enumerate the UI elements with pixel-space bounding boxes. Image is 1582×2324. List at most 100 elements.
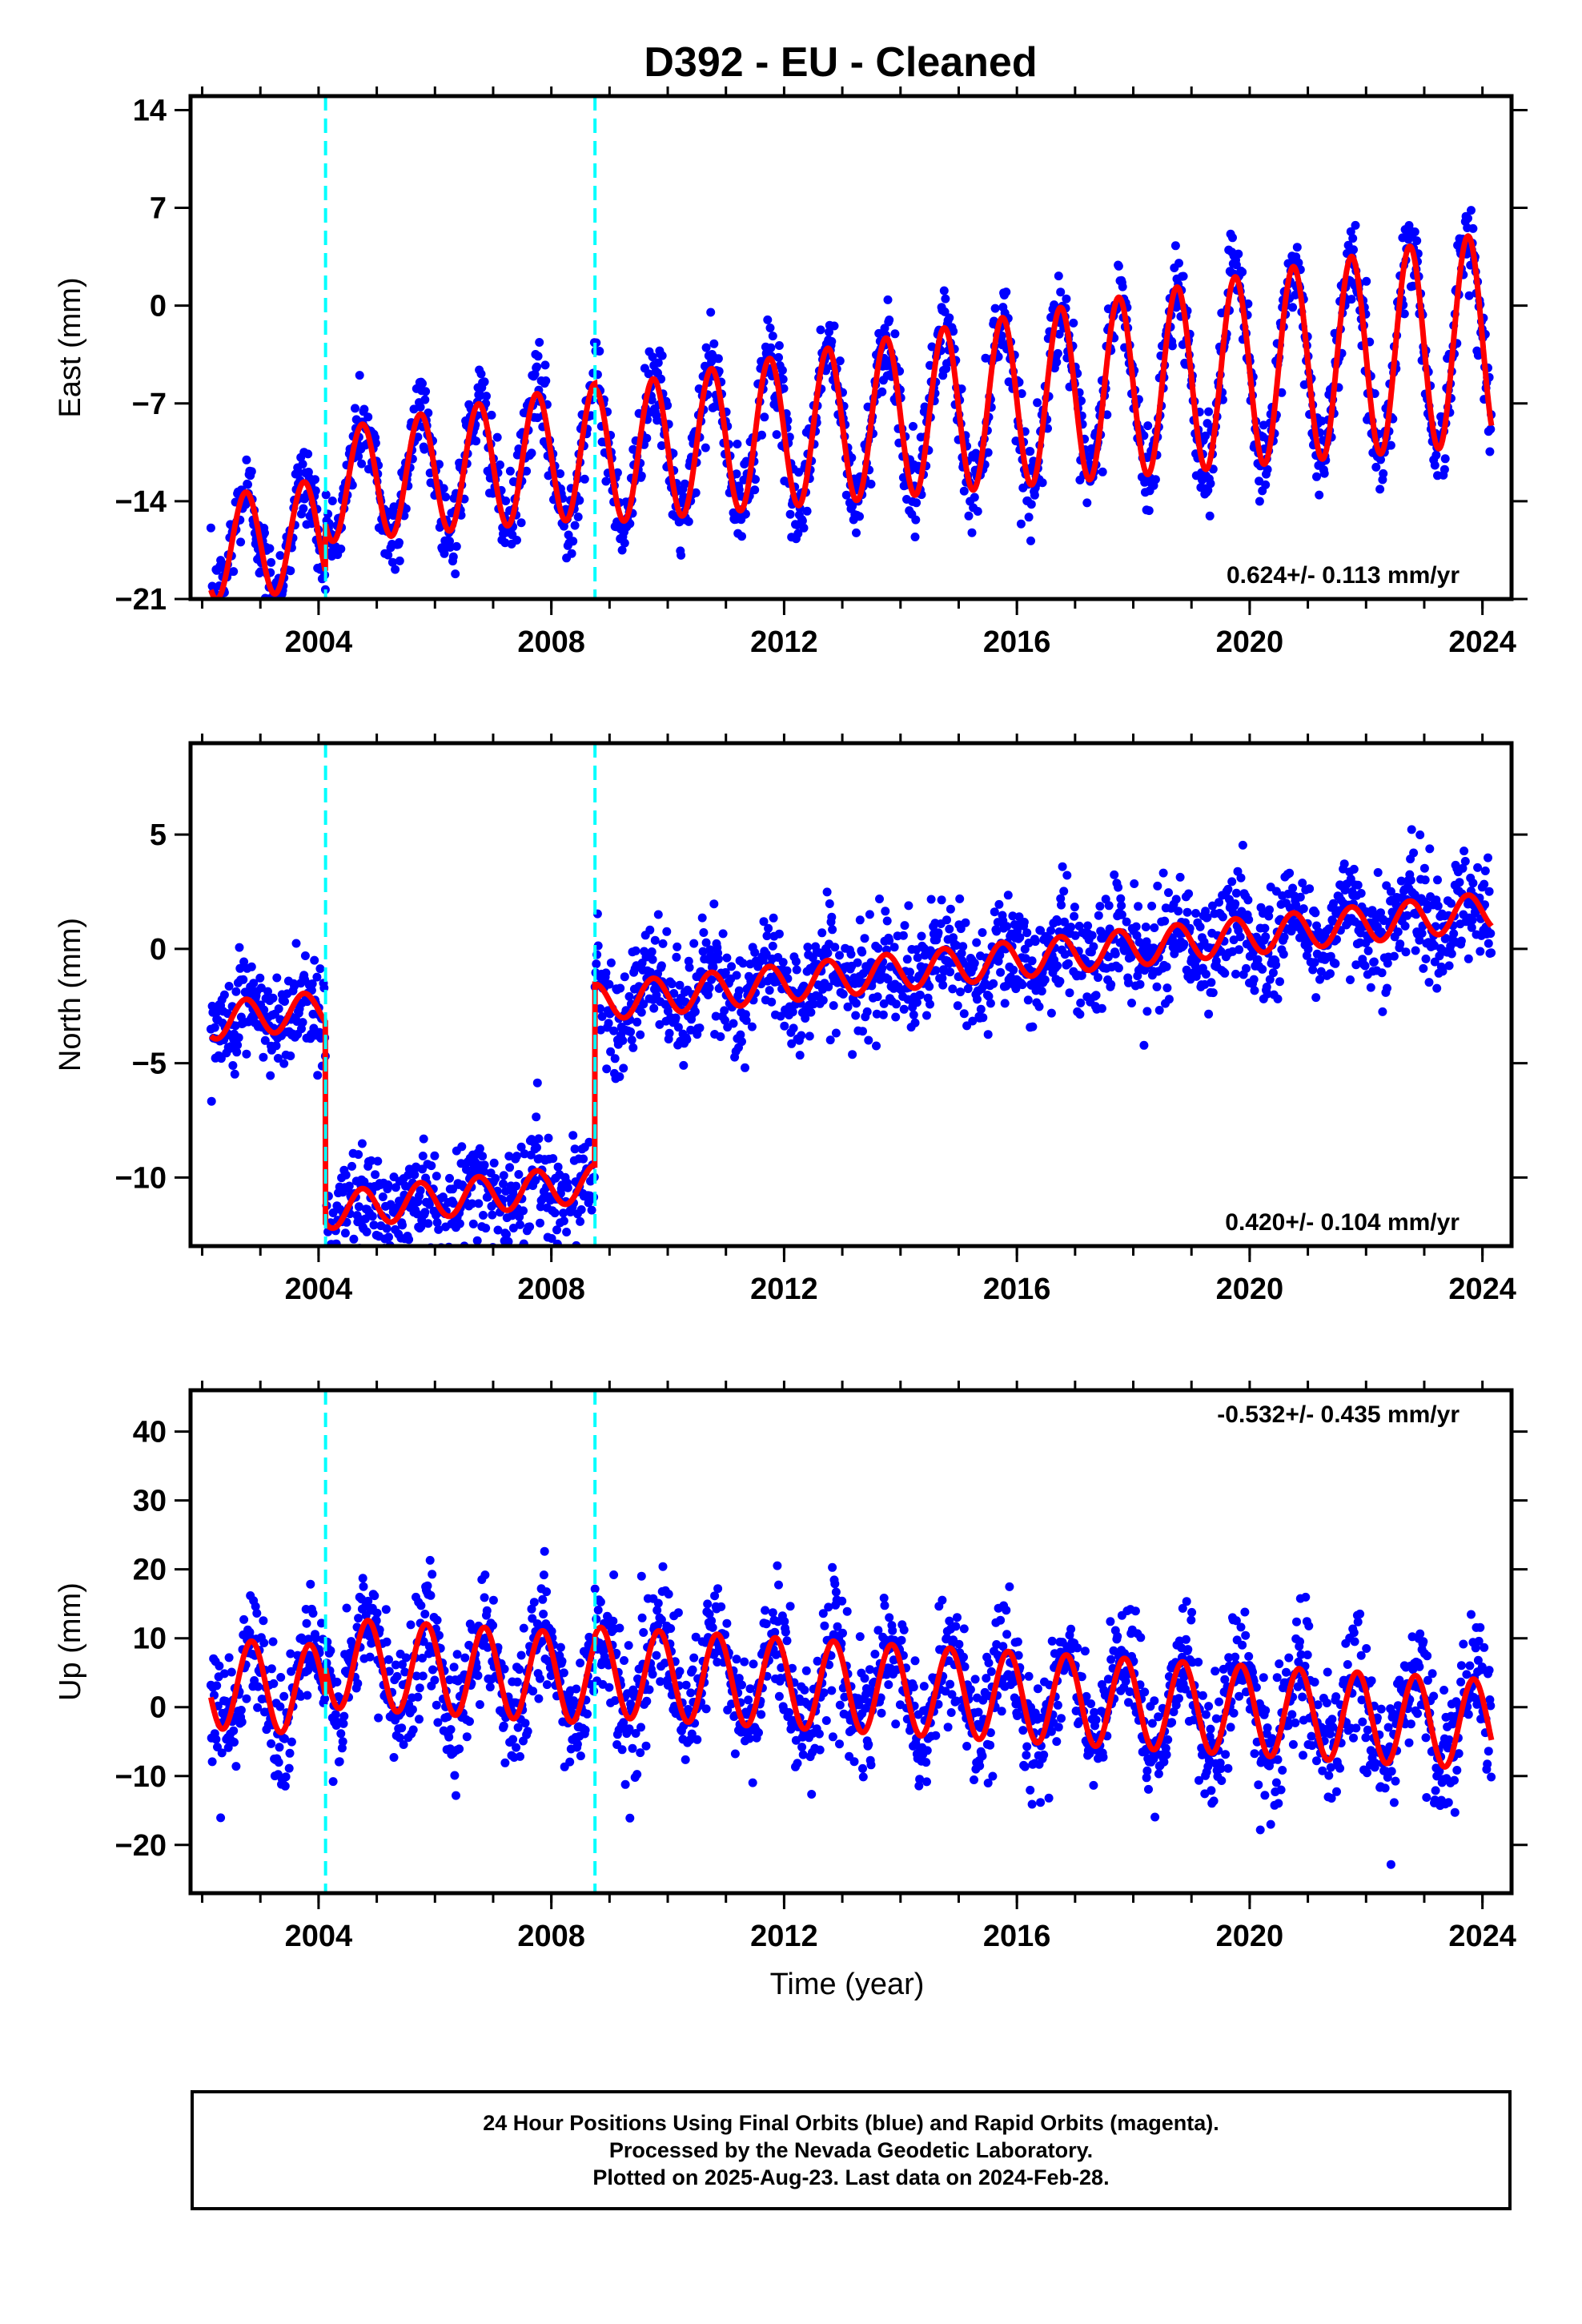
data-point <box>406 1620 416 1630</box>
data-point <box>229 1726 239 1735</box>
data-point <box>300 951 310 960</box>
data-point <box>1464 954 1473 963</box>
data-point <box>636 1030 645 1039</box>
data-point <box>233 1040 243 1050</box>
data-point <box>1019 918 1029 927</box>
data-point <box>632 1770 642 1779</box>
data-point <box>420 1610 430 1618</box>
data-point <box>480 1160 489 1170</box>
data-point <box>1223 884 1233 894</box>
data-point <box>1117 901 1126 911</box>
data-point <box>1220 968 1230 978</box>
data-point <box>889 943 899 952</box>
data-point <box>1319 468 1329 478</box>
data-point <box>1141 923 1150 931</box>
data-point <box>792 965 801 975</box>
data-point <box>416 402 425 412</box>
data-point <box>1351 220 1360 230</box>
data-point <box>595 347 604 356</box>
data-point <box>926 999 934 1009</box>
data-point <box>512 1152 521 1161</box>
data-point <box>1389 951 1399 961</box>
data-point <box>964 511 974 521</box>
data-point <box>699 928 709 937</box>
data-point <box>701 343 711 352</box>
data-point <box>716 1032 725 1041</box>
data-point <box>452 1791 460 1800</box>
data-point <box>750 947 760 957</box>
data-point <box>1054 271 1063 281</box>
data-point <box>363 412 373 422</box>
data-point <box>451 569 460 579</box>
data-point <box>344 1181 354 1191</box>
data-point <box>637 1613 647 1622</box>
data-point <box>709 339 719 348</box>
data-point <box>823 948 833 958</box>
data-point <box>1265 905 1274 915</box>
data-point <box>620 538 629 548</box>
data-point <box>682 1035 692 1044</box>
data-point <box>1098 467 1107 476</box>
data-point <box>266 1071 275 1080</box>
velocity-rate-label: 0.624+/- 0.113 mm/yr <box>1227 562 1460 589</box>
data-point <box>445 1173 454 1183</box>
y-axis-label: North (mm) <box>54 918 87 1072</box>
data-point <box>705 983 714 992</box>
data-point <box>881 907 890 916</box>
data-point <box>247 467 256 476</box>
data-point <box>1386 440 1395 450</box>
data-point <box>1030 937 1040 947</box>
data-point <box>1401 947 1411 957</box>
data-point <box>1440 454 1450 464</box>
data-point <box>1460 846 1469 856</box>
data-point <box>572 1684 581 1694</box>
data-point <box>1362 276 1371 286</box>
data-point <box>392 1254 401 1263</box>
data-point <box>236 1706 246 1715</box>
data-point <box>831 1028 841 1038</box>
data-point <box>556 1642 565 1652</box>
data-point <box>457 1142 467 1152</box>
data-point <box>953 1001 962 1011</box>
data-point <box>336 545 346 553</box>
data-point <box>475 1144 484 1153</box>
data-point <box>532 1112 541 1122</box>
data-point <box>983 1030 993 1039</box>
data-point <box>615 1623 624 1633</box>
data-point <box>1178 271 1188 281</box>
data-point <box>439 484 448 493</box>
data-point <box>1016 519 1026 529</box>
data-point <box>1204 1009 1214 1019</box>
data-point <box>1353 880 1363 890</box>
data-point <box>1476 947 1485 956</box>
data-point <box>441 493 451 502</box>
data-point <box>528 1687 538 1696</box>
data-point <box>325 1251 334 1260</box>
data-point <box>754 1728 763 1738</box>
data-point <box>460 1653 470 1663</box>
data-point <box>1447 899 1456 908</box>
data-point <box>298 1018 307 1027</box>
data-point <box>686 1688 696 1698</box>
data-point <box>976 1004 986 1014</box>
data-point <box>1268 968 1278 978</box>
data-point <box>596 1597 605 1606</box>
data-point <box>308 1609 318 1618</box>
data-point <box>994 899 1004 909</box>
data-point <box>657 351 667 360</box>
data-point <box>782 966 792 975</box>
data-point <box>236 537 246 547</box>
data-point <box>573 513 583 521</box>
data-point <box>259 1616 268 1626</box>
data-point <box>732 971 741 980</box>
data-point <box>340 1228 350 1238</box>
data-point <box>717 1602 726 1611</box>
data-point <box>1038 478 1047 488</box>
data-point <box>938 980 948 990</box>
data-point <box>359 404 369 414</box>
data-point <box>455 1744 464 1754</box>
data-point <box>765 324 775 332</box>
data-point <box>1053 348 1062 358</box>
data-point <box>425 1555 435 1565</box>
